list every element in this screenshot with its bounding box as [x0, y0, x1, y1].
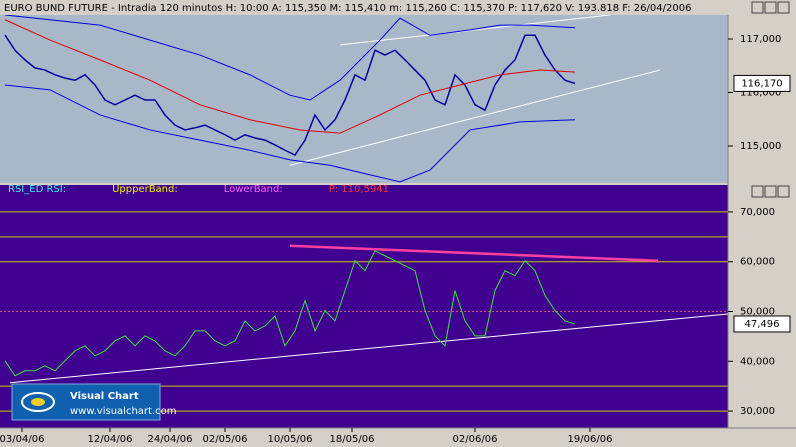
x-tick-label: 12/04/06 [88, 434, 133, 445]
y-tick-label: 115,000 [740, 141, 781, 152]
legend-label: LowerBand: [224, 184, 283, 195]
trend-line [289, 244, 659, 262]
trend-line [9, 313, 728, 384]
series-line [4, 34, 576, 157]
y-tick-label: 117,000 [740, 34, 781, 45]
close-button[interactable] [777, 1, 790, 14]
minimize-button[interactable] [751, 185, 764, 198]
close-button[interactable] [777, 185, 790, 198]
x-tick-label: 02/05/06 [203, 434, 248, 445]
plot-area: 117,000 116,000 115,000 116,170 [4, 15, 791, 183]
logo-icon [21, 392, 55, 412]
y-tick-label: 50,000 [740, 307, 775, 318]
x-tick-label: 19/06/06 [568, 434, 613, 445]
x-tick-label: 24/04/06 [148, 434, 193, 445]
series-line [4, 19, 576, 134]
x-tick-label: 18/05/06 [330, 434, 375, 445]
price-panel [0, 15, 728, 183]
logo-icon [31, 398, 45, 406]
last-value-label: 116,170 [741, 78, 782, 89]
logo-title: Visual Chart [70, 391, 139, 402]
last-value-box [733, 74, 791, 92]
y-tick-label: 30,000 [740, 406, 775, 417]
series-line [4, 84, 576, 183]
legend-label: UppperBand: [112, 184, 178, 195]
y-tick-label: 116,000 [740, 88, 781, 99]
trend-line [289, 69, 661, 166]
rsi-axis-area [728, 185, 796, 428]
series-line [4, 15, 576, 101]
maximize-button[interactable] [764, 185, 777, 198]
logo: Visual Chart www.visualchart.com [11, 383, 176, 421]
plot-content [4, 15, 661, 183]
y-tick-label: 60,000 [740, 257, 775, 268]
legend-label: RSI_ED RSI: [8, 184, 66, 195]
logo-url: www.visualchart.com [70, 406, 176, 417]
y-tick-label: 40,000 [740, 356, 775, 367]
x-tick-label: 03/04/06 [0, 434, 44, 445]
x-tick-label: 02/06/06 [453, 434, 498, 445]
series-line [4, 250, 576, 377]
maximize-button[interactable] [764, 1, 777, 14]
trend-line [339, 15, 611, 46]
y-tick-label: 70,000 [740, 207, 775, 218]
last-value-box [733, 315, 791, 333]
x-tick-label: 10/05/06 [268, 434, 313, 445]
last-value-label: 47,496 [745, 319, 780, 330]
plot-area: 70,000 60,000 50,000 40,000 30,000 03/04/06 12… [0, 184, 791, 445]
minimize-button[interactable] [751, 1, 764, 14]
header-title: EURO BUND FUTURE - Intradia 120 minutos … [4, 3, 691, 14]
legend-label: P: 110,5941 [329, 184, 389, 195]
window-buttons[interactable] [751, 1, 790, 198]
